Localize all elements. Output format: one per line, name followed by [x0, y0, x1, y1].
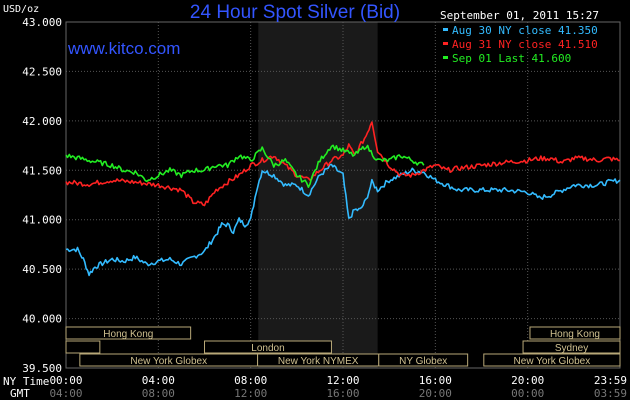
- market-session-box: [378, 353, 469, 367]
- y-tick-label: 42.500: [22, 65, 62, 78]
- x-tick-label-gmt: 16:00: [326, 387, 359, 400]
- chart-title: 24 Hour Spot Silver (Bid): [190, 2, 400, 23]
- legend-entry: Aug 30 NY close 41.350: [452, 24, 598, 37]
- x-tick-label-ny: 23:59: [594, 374, 627, 387]
- series-lines: [65, 121, 621, 277]
- market-session-label: NY Globex: [399, 356, 447, 367]
- x-tick-label-ny: 16:00: [419, 374, 452, 387]
- y-tick-label: 40.500: [22, 263, 62, 276]
- market-session-label: Hong Kong: [550, 329, 600, 340]
- highlight-band: [258, 22, 378, 368]
- market-sessions: Hong Kong Hong Kong London Sydney New York G…: [65, 326, 621, 367]
- market-session: London: [204, 340, 332, 354]
- ny-time-row-label: NY Time: [3, 375, 49, 388]
- market-session-label: Hong Kong: [103, 329, 153, 340]
- y-unit-label: USD/oz: [3, 4, 39, 15]
- x-tick-label-gmt: 00:00: [511, 387, 544, 400]
- market-session-label: New York NYMEX: [278, 356, 359, 367]
- market-session-stub: [65, 340, 101, 354]
- x-tick-label-gmt: 12:00: [234, 387, 267, 400]
- y-tick-label: 43.000: [22, 16, 62, 29]
- brand-watermark: www.kitco.com: [67, 39, 180, 58]
- y-axis-ticks: 43.000 42.500 42.000 41.500 41.000 40.500 40.0…: [22, 16, 62, 375]
- y-tick-label: 42.000: [22, 115, 62, 128]
- x-tick-label-ny: 12:00: [326, 374, 359, 387]
- market-session-label: New York Globex: [514, 356, 591, 367]
- market-session-label: New York Globex: [130, 356, 207, 367]
- y-tick-label: 41.500: [22, 164, 62, 177]
- market-session: New York Globex: [79, 353, 259, 367]
- legend-swatch: [443, 56, 448, 59]
- market-session: Hong Kong: [65, 326, 192, 340]
- x-tick-label-ny: 04:00: [142, 374, 175, 387]
- market-session-box: [65, 326, 192, 340]
- market-session: Hong Kong: [529, 326, 621, 340]
- x-tick-label-gmt: 08:00: [142, 387, 175, 400]
- series-line-1: [65, 163, 621, 277]
- gmt-row-label: GMT: [10, 387, 30, 400]
- y-tick-label: 41.000: [22, 214, 62, 227]
- legend-entry: Sep 01 Last 41.600: [452, 52, 571, 65]
- legend-entry: Aug 31 NY close 41.510: [452, 38, 598, 51]
- market-session-box: [522, 340, 621, 354]
- plot-frame: [65, 21, 621, 369]
- market-session-box: [204, 340, 332, 354]
- market-session: Sydney: [522, 340, 621, 354]
- x-tick-label-gmt: 03:59: [594, 387, 627, 400]
- y-tick-label: 40.000: [22, 313, 62, 326]
- x-axis-ticks: 00:00 04:00 08:00 12:00 16:00 20:00 23:5904:00…: [49, 374, 627, 400]
- market-session: NY Globex: [378, 353, 469, 367]
- legend-swatch: [443, 28, 448, 31]
- x-tick-label-ny: 00:00: [49, 374, 82, 387]
- market-session-label: Sydney: [555, 343, 588, 354]
- y-tick-label: 39.500: [22, 362, 62, 375]
- legend-swatch: [443, 42, 448, 45]
- x-tick-label-ny: 20:00: [511, 374, 544, 387]
- market-session-box: [529, 326, 621, 340]
- date-stamp: September 01, 2011 15:27: [440, 9, 599, 22]
- series-line-3: [65, 144, 425, 188]
- market-session-label: London: [251, 343, 284, 354]
- x-tick-label-ny: 08:00: [234, 374, 267, 387]
- market-session-box: [483, 353, 621, 367]
- x-tick-label-gmt: 04:00: [49, 387, 82, 400]
- market-session: New York Globex: [483, 353, 621, 367]
- market-session: New York NYMEX: [257, 353, 380, 367]
- x-tick-label-gmt: 20:00: [419, 387, 452, 400]
